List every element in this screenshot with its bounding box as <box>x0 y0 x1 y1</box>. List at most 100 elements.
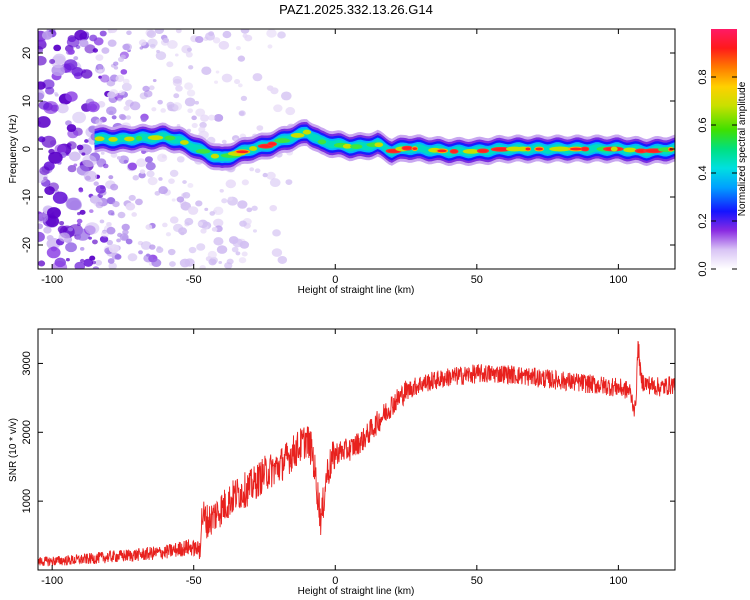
noise-blob <box>216 245 228 254</box>
noise-blob <box>194 35 204 44</box>
noise-blob <box>120 69 128 75</box>
noise-blob <box>106 239 113 246</box>
noise-blob <box>39 166 50 176</box>
noise-blob <box>194 100 200 105</box>
colorbar-tick-label: 0.8 <box>697 69 709 84</box>
noise-blob <box>151 107 157 112</box>
noise-blob <box>195 108 206 117</box>
heatmap-ylabel: Frequency (Hz) <box>8 115 19 184</box>
noise-blob <box>147 38 158 48</box>
noise-blob <box>121 82 132 92</box>
noise-blob <box>188 65 194 70</box>
ridge-core-segment <box>108 137 118 142</box>
noise-blob <box>45 215 60 228</box>
noise-blob <box>285 106 296 116</box>
noise-blob <box>38 55 47 66</box>
ridge-core-segment <box>317 139 327 145</box>
ridge-core-segment <box>195 148 211 154</box>
figure-title: PAZ1.2025.332.13.26.G14 <box>279 2 433 17</box>
noise-blob <box>218 40 230 50</box>
noise-blob <box>80 247 85 251</box>
noise-blob <box>187 206 199 215</box>
noise-blob <box>59 221 65 226</box>
ridge-peak <box>525 147 531 151</box>
noise-blob <box>82 155 97 168</box>
noise-blob <box>169 261 176 267</box>
noise-blob <box>89 195 100 204</box>
noise-blob <box>99 30 107 37</box>
noise-blob <box>89 209 94 213</box>
noise-blob <box>38 45 44 55</box>
noise-blob <box>158 177 163 181</box>
noise-blob <box>54 144 67 155</box>
noise-blob <box>182 180 187 184</box>
noise-blob <box>146 30 157 38</box>
noise-blob <box>86 101 100 113</box>
noise-blob <box>72 111 86 124</box>
noise-blob <box>114 254 122 260</box>
noise-blob <box>240 95 248 102</box>
noise-blob <box>221 73 233 83</box>
noise-blob <box>45 86 55 95</box>
noise-blob <box>58 232 70 242</box>
noise-blob <box>270 87 279 95</box>
noise-blob <box>187 108 194 114</box>
heatmap-xticks: -100 -50 0 50 100 <box>41 29 628 286</box>
noise-blob <box>56 103 69 114</box>
noise-blob <box>125 238 133 245</box>
noise-blob <box>84 44 96 54</box>
noise-blob <box>146 170 155 178</box>
noise-blob <box>221 198 228 204</box>
noise-blob <box>116 156 121 160</box>
noise-blob <box>95 184 107 194</box>
noise-blob <box>66 142 72 148</box>
noise-blob <box>241 251 248 257</box>
noise-blob <box>79 258 85 263</box>
noise-blob <box>107 91 116 99</box>
noise-blob <box>201 66 212 75</box>
noise-blob <box>180 201 192 211</box>
noise-blob <box>269 178 281 188</box>
noise-blob <box>38 92 45 101</box>
noise-blob <box>169 169 179 177</box>
colorbar: 0.0 0.2 0.4 0.6 0.8 Normalized spectral ampl… <box>697 29 748 277</box>
noise-blob <box>113 61 119 66</box>
noise-blob <box>131 212 137 217</box>
noise-blob <box>112 200 120 208</box>
noise-blob <box>76 144 84 151</box>
noise-blob <box>195 200 203 207</box>
noise-blob <box>154 29 164 34</box>
noise-blob <box>118 90 125 96</box>
noise-blob <box>106 196 115 205</box>
ridge-core-segment <box>147 135 164 141</box>
ridge-core-segment <box>350 144 363 150</box>
noise-blob <box>73 163 78 167</box>
noise-blob <box>178 227 188 235</box>
noise-blob <box>41 30 53 40</box>
noise-blob <box>184 217 194 226</box>
noise-blob <box>98 68 103 73</box>
noise-blob <box>239 240 250 249</box>
noise-blob <box>50 55 66 69</box>
noise-blob <box>234 79 241 85</box>
noise-blob <box>186 89 196 97</box>
noise-blob <box>162 37 170 44</box>
noise-blob <box>285 179 293 185</box>
noise-blob <box>127 162 138 171</box>
noise-blob <box>175 29 182 34</box>
noise-blob <box>149 244 156 250</box>
noise-blob <box>173 93 180 99</box>
noise-blob <box>78 188 84 193</box>
ridge-peak <box>450 150 458 153</box>
noise-blob <box>200 114 209 122</box>
noise-blob <box>84 222 100 235</box>
noise-blob <box>215 70 220 74</box>
colorbar-tick-label: 0.4 <box>697 165 709 180</box>
y-tick-label: -10 <box>21 189 33 205</box>
noise-blob <box>38 100 50 110</box>
noise-blob <box>152 78 157 83</box>
noise-blob <box>213 237 224 246</box>
noise-blob <box>171 198 176 202</box>
noise-blob <box>235 251 241 256</box>
